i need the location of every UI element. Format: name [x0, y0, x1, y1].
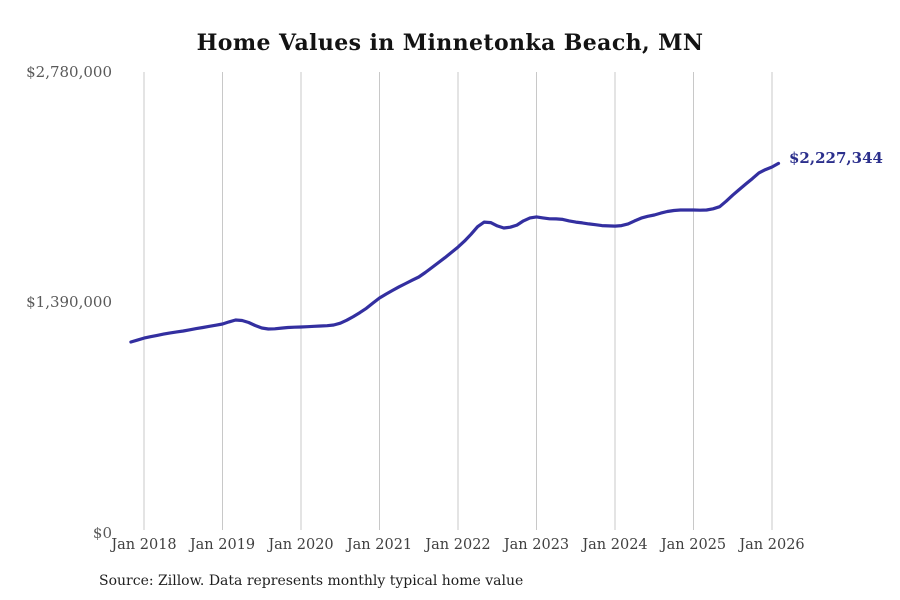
x-tick-label: Jan 2023 — [503, 537, 570, 553]
y-tick-label: $2,780,000 — [26, 63, 112, 81]
x-tick-label: Jan 2022 — [425, 537, 491, 553]
latest-value-label: $2,227,344 — [789, 149, 883, 167]
x-tick-label: Jan 2024 — [582, 537, 648, 553]
x-tick-label: Jan 2018 — [111, 537, 177, 553]
y-tick-label: $0 — [92, 524, 112, 542]
chart-title: Home Values in Minnetonka Beach, MN — [196, 30, 704, 56]
x-tick-label: Jan 2025 — [660, 537, 727, 553]
home-value-line — [129, 161, 781, 344]
x-tick-label: Jan 2026 — [739, 537, 805, 553]
x-tick-label: Jan 2020 — [268, 537, 334, 553]
x-tick-label: Jan 2021 — [346, 537, 413, 553]
source-note: Source: Zillow. Data represents monthly … — [99, 573, 524, 589]
x-tick-label: Jan 2019 — [189, 537, 256, 553]
y-tick-label: $1,390,000 — [26, 293, 112, 311]
